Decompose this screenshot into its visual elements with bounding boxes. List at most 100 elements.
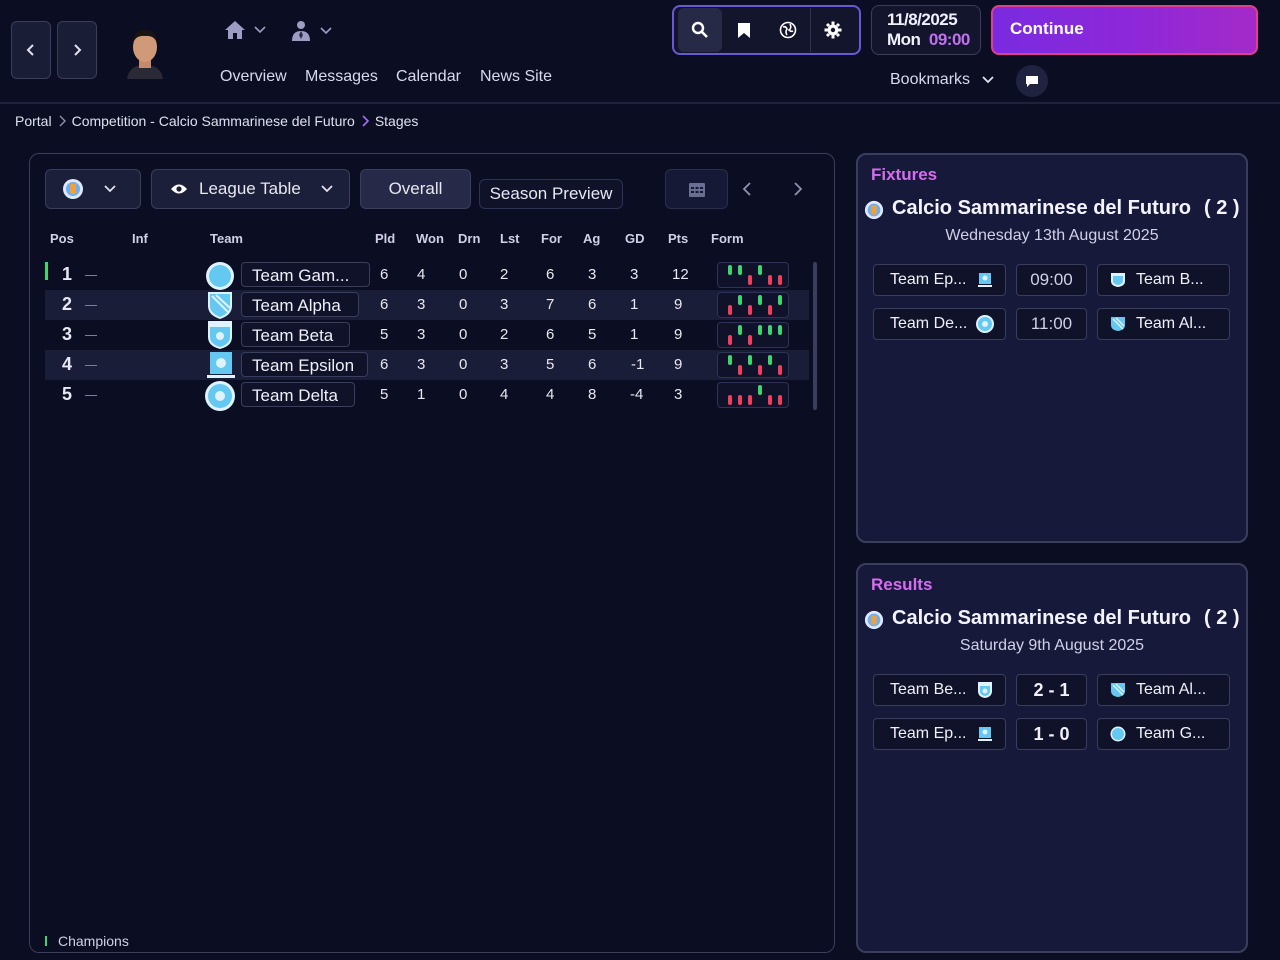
season-preview-button[interactable]: Season Preview: [479, 179, 623, 209]
gear-icon: [824, 21, 842, 39]
team-name: Team Ep...: [890, 725, 967, 742]
manager-dropdown[interactable]: [290, 20, 332, 42]
form-win-bar: [748, 355, 752, 365]
home-dropdown[interactable]: [224, 20, 266, 40]
settings-button[interactable]: [811, 8, 855, 52]
header-form[interactable]: Form: [711, 231, 744, 246]
results-competition[interactable]: Calcio Sammarinese del Futuro: [892, 607, 1191, 629]
team-name[interactable]: Team Epsilon: [241, 352, 368, 377]
team-name[interactable]: Team Alpha: [241, 292, 359, 317]
table-row[interactable]: 1 Team Gam... 6 4 0 2 6 3 3 12: [45, 260, 809, 290]
form-loss-bar: [728, 335, 732, 345]
result-score[interactable]: 2 - 1: [1016, 674, 1087, 706]
header-team[interactable]: Team: [210, 231, 243, 246]
won-value: 3: [417, 356, 426, 373]
header-pld[interactable]: Pld: [375, 231, 396, 246]
team-name[interactable]: Team Beta: [241, 322, 350, 347]
header-ag[interactable]: Ag: [583, 231, 601, 246]
search-button[interactable]: [678, 8, 722, 52]
bookmark-button[interactable]: [722, 8, 766, 52]
form-loss-bar: [778, 395, 782, 405]
fixture-away-team[interactable]: Team Al...: [1097, 308, 1230, 340]
league-table-panel: [29, 153, 835, 953]
team-name: Team G...: [1136, 725, 1206, 742]
results-title[interactable]: Results: [871, 575, 933, 594]
header-pos[interactable]: Pos: [50, 231, 74, 246]
fixture-time[interactable]: 11:00: [1016, 308, 1087, 340]
result-away-team[interactable]: Team G...: [1097, 718, 1230, 750]
header-lst[interactable]: Lst: [500, 231, 520, 246]
pos-value: 5: [62, 384, 73, 404]
world-button[interactable]: [766, 8, 810, 52]
table-scrollbar[interactable]: [813, 262, 817, 410]
menu-calendar[interactable]: Calendar: [396, 68, 461, 85]
for-value: 4: [546, 386, 555, 403]
calendar-button[interactable]: [665, 169, 728, 209]
breadcrumb: Portal Competition - Calcio Sammarinese …: [15, 113, 418, 129]
header-won[interactable]: Won: [416, 231, 444, 246]
back-button[interactable]: [11, 21, 51, 79]
result-home-team[interactable]: Team Be...: [873, 674, 1006, 706]
team-name[interactable]: Team Delta: [241, 382, 355, 407]
table-row[interactable]: 4 Team Epsilon 6 3 0 3 5 6 -1 9: [45, 350, 809, 380]
fixture-time[interactable]: 09:00: [1016, 264, 1087, 296]
header-for[interactable]: For: [541, 231, 562, 246]
position-change-indicator: [85, 335, 97, 336]
fixture-away-team[interactable]: Team B...: [1097, 264, 1230, 296]
fixture-home-team[interactable]: Team Ep...: [873, 264, 1006, 296]
team-crest-icon: [204, 261, 236, 296]
fixtures-competition[interactable]: Calcio Sammarinese del Futuro: [892, 197, 1191, 219]
drn-value: 0: [459, 296, 468, 313]
header-gd[interactable]: GD: [625, 231, 645, 246]
chevron-left-icon: [742, 182, 751, 196]
team-crest-icon: [204, 380, 236, 417]
menu-overview[interactable]: Overview: [220, 68, 287, 85]
chat-button[interactable]: [1016, 65, 1048, 97]
header-drn[interactable]: Drn: [458, 231, 481, 246]
team-crest-icon: [978, 727, 992, 741]
table-row[interactable]: 2 Team Alpha 6 3 0 3 7 6 1 9: [45, 290, 809, 320]
menu-messages[interactable]: Messages: [305, 68, 378, 85]
champions-legend-marker: [45, 936, 47, 946]
current-date[interactable]: 11/8/2025 Mon 09:00: [871, 5, 981, 55]
next-button[interactable]: [791, 181, 805, 202]
header-pts[interactable]: Pts: [668, 231, 689, 246]
chevron-right-icon: [59, 115, 66, 127]
continue-button[interactable]: Continue: [991, 5, 1258, 55]
manager-avatar[interactable]: [117, 21, 173, 79]
fixtures-title[interactable]: Fixtures: [871, 165, 938, 184]
team-name: Team Be...: [890, 681, 967, 698]
pts-value: 12: [672, 266, 689, 283]
prev-button[interactable]: [740, 181, 754, 202]
lst-value: 2: [500, 326, 509, 343]
overall-toggle[interactable]: Overall: [360, 169, 471, 209]
form-win-bar: [768, 325, 772, 335]
for-value: 6: [546, 326, 555, 343]
header-inf[interactable]: Inf: [132, 231, 148, 246]
team-crest-icon: [207, 320, 233, 355]
crumb-competition[interactable]: Competition - Calcio Sammarinese del Fut…: [71, 113, 355, 129]
form-win-bar: [728, 265, 732, 275]
competition-selector[interactable]: [45, 169, 141, 209]
form-loss-bar: [778, 365, 782, 375]
fixtures-date: Wednesday 13th August 2025: [945, 227, 1159, 244]
pld-value: 6: [380, 356, 389, 373]
ag-value: 5: [588, 326, 597, 343]
forward-button[interactable]: [57, 21, 97, 79]
table-row[interactable]: 3 Team Beta 5 3 0 2 6 5 1 9: [45, 320, 809, 350]
result-score[interactable]: 1 - 0: [1016, 718, 1087, 750]
menu-news-site[interactable]: News Site: [480, 68, 553, 85]
bookmarks-dropdown[interactable]: Bookmarks: [890, 71, 994, 89]
chat-icon: [1026, 75, 1038, 87]
team-name: Team B...: [1136, 271, 1204, 288]
form-loss-bar: [768, 395, 772, 405]
form-win-bar: [758, 325, 762, 335]
team-name[interactable]: Team Gam...: [241, 262, 370, 287]
form-win-bar: [768, 355, 772, 365]
fixture-home-team[interactable]: Team De...: [873, 308, 1006, 340]
result-away-team[interactable]: Team Al...: [1097, 674, 1230, 706]
crumb-portal[interactable]: Portal: [15, 113, 52, 129]
view-selector[interactable]: League Table: [151, 169, 350, 209]
table-row[interactable]: 5 Team Delta 5 1 0 4 4 8 -4 3: [45, 380, 809, 411]
result-home-team[interactable]: Team Ep...: [873, 718, 1006, 750]
